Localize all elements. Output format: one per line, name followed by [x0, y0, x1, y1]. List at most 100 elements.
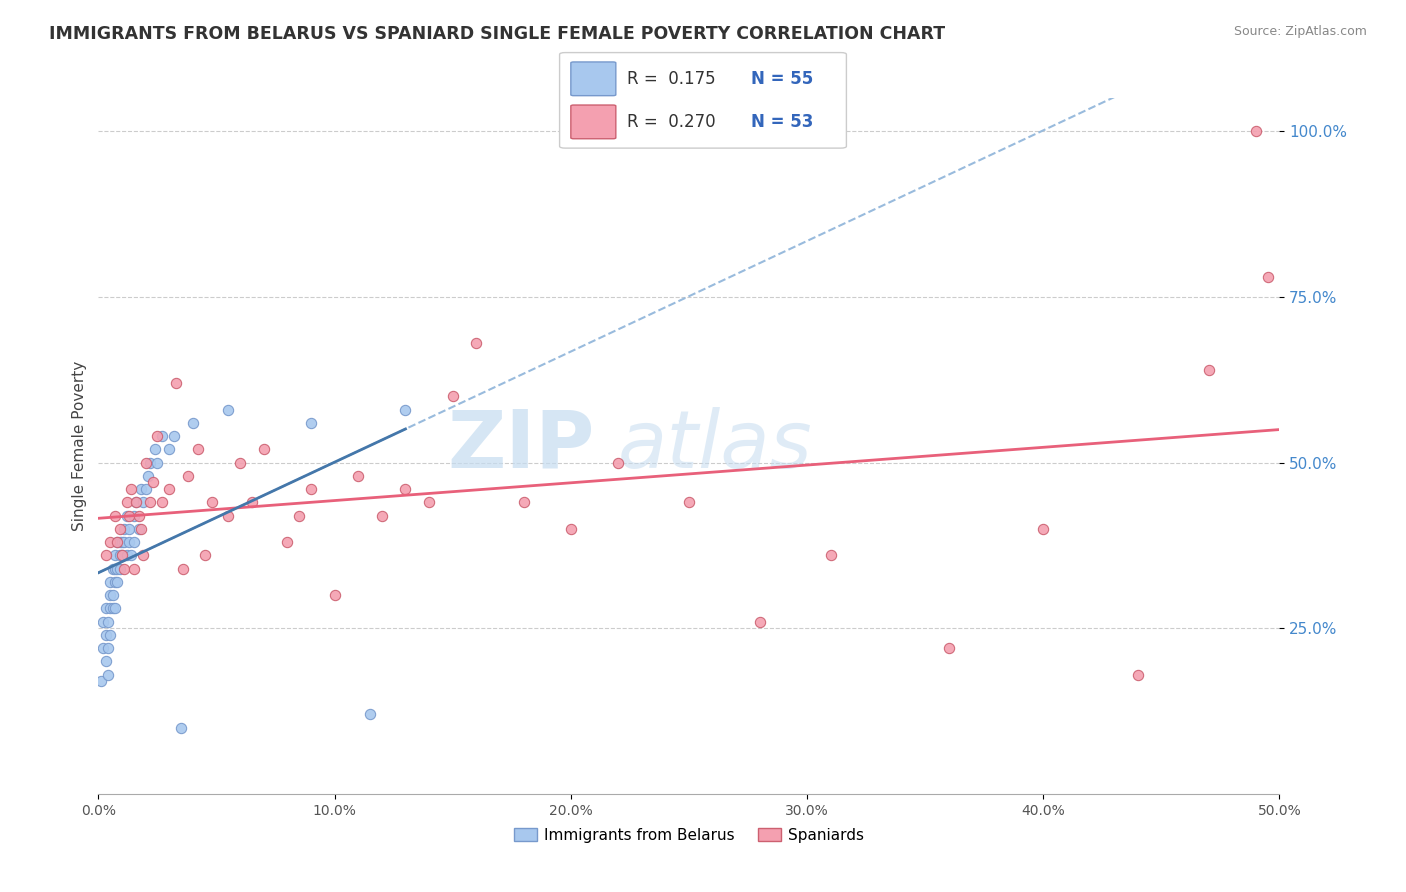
Point — [104, 601, 127, 615]
Point — [118, 522, 141, 536]
Text: N = 55: N = 55 — [751, 70, 813, 87]
Point — [108, 522, 131, 536]
Point — [938, 641, 960, 656]
Point — [371, 508, 394, 523]
Point — [1257, 270, 1279, 285]
Point — [115, 508, 138, 523]
Point — [276, 535, 298, 549]
Point — [229, 456, 252, 470]
Point — [112, 561, 135, 575]
Point — [121, 482, 143, 496]
Point — [181, 416, 204, 430]
Point — [288, 508, 311, 523]
Point — [217, 508, 239, 523]
Point — [441, 389, 464, 403]
Point — [136, 468, 159, 483]
Point — [253, 442, 276, 457]
Point — [98, 574, 121, 589]
Point — [112, 535, 135, 549]
Point — [418, 495, 440, 509]
Point — [104, 574, 127, 589]
Point — [748, 615, 770, 629]
Point — [98, 588, 121, 602]
Point — [150, 495, 173, 509]
Legend: Immigrants from Belarus, Spaniards: Immigrants from Belarus, Spaniards — [508, 822, 870, 849]
Point — [465, 336, 488, 351]
Point — [128, 508, 150, 523]
Point — [347, 468, 370, 483]
Point — [129, 482, 152, 496]
Point — [125, 495, 148, 509]
Point — [115, 549, 138, 563]
Point — [150, 429, 173, 443]
Point — [217, 402, 239, 417]
Point — [108, 535, 131, 549]
Point — [94, 654, 117, 668]
Point — [139, 495, 162, 509]
Point — [94, 628, 117, 642]
Point — [135, 456, 157, 470]
Point — [165, 376, 187, 390]
Point — [108, 561, 131, 575]
Point — [201, 495, 224, 509]
Point — [394, 402, 416, 417]
Point — [359, 707, 381, 722]
Point — [91, 615, 114, 629]
Point — [111, 549, 134, 563]
Point — [90, 674, 112, 689]
Point — [97, 615, 120, 629]
Point — [101, 601, 124, 615]
Point — [128, 522, 150, 536]
Point — [94, 549, 117, 563]
Point — [1198, 363, 1220, 377]
Point — [122, 535, 145, 549]
Point — [299, 482, 322, 496]
Point — [104, 561, 127, 575]
Point — [122, 561, 145, 575]
Point — [394, 482, 416, 496]
Point — [98, 535, 121, 549]
FancyBboxPatch shape — [571, 105, 616, 139]
Point — [98, 628, 121, 642]
Point — [125, 495, 148, 509]
Text: atlas: atlas — [619, 407, 813, 485]
Point — [111, 549, 134, 563]
Point — [98, 601, 121, 615]
Point — [146, 429, 169, 443]
Point — [172, 561, 194, 575]
Point — [560, 522, 582, 536]
Point — [101, 561, 124, 575]
FancyBboxPatch shape — [571, 62, 616, 95]
Point — [139, 456, 162, 470]
Text: N = 53: N = 53 — [751, 113, 813, 131]
Point — [132, 549, 155, 563]
FancyBboxPatch shape — [560, 53, 846, 148]
Point — [194, 549, 217, 563]
Point — [105, 535, 128, 549]
Point — [177, 468, 200, 483]
Point — [678, 495, 700, 509]
Point — [146, 456, 169, 470]
Point — [132, 495, 155, 509]
Point — [1126, 667, 1149, 681]
Point — [157, 442, 180, 457]
Point — [115, 495, 138, 509]
Point — [299, 416, 322, 430]
Y-axis label: Single Female Poverty: Single Female Poverty — [72, 361, 87, 531]
Point — [91, 641, 114, 656]
Text: Source: ZipAtlas.com: Source: ZipAtlas.com — [1233, 25, 1367, 38]
Point — [129, 522, 152, 536]
Text: IMMIGRANTS FROM BELARUS VS SPANIARD SINGLE FEMALE POVERTY CORRELATION CHART: IMMIGRANTS FROM BELARUS VS SPANIARD SING… — [49, 25, 945, 43]
Point — [157, 482, 180, 496]
Point — [108, 549, 131, 563]
Point — [94, 601, 117, 615]
Point — [105, 561, 128, 575]
Point — [105, 574, 128, 589]
Point — [104, 508, 127, 523]
Point — [112, 522, 135, 536]
Point — [187, 442, 209, 457]
Text: R =  0.175: R = 0.175 — [627, 70, 716, 87]
Point — [607, 456, 630, 470]
Point — [1032, 522, 1054, 536]
Point — [105, 535, 128, 549]
